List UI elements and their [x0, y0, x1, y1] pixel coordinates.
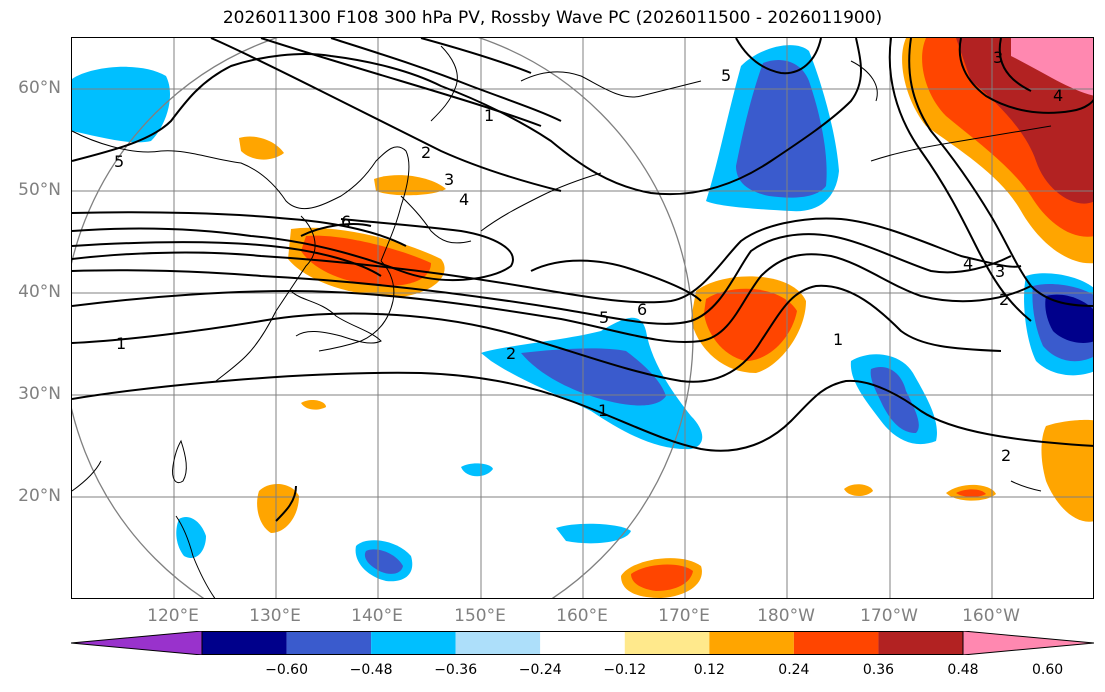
colorbar-segment — [286, 631, 372, 655]
negative-area-philippines — [176, 516, 206, 559]
colorbar-tick-label: −0.36 — [434, 662, 478, 678]
positive-anomaly-areas — [239, 38, 1093, 598]
lon-label-180w: 180°W — [757, 606, 815, 626]
distance-circle — [72, 38, 694, 598]
colorbar-tick-label: −0.12 — [603, 662, 647, 678]
colorbar-segment — [624, 631, 710, 655]
colorbar-segment — [455, 631, 541, 655]
map-canvas: 1 2 3 4 5 6 1 2 3 4 5 6 1 2 5 1 2 3 4 — [72, 38, 1093, 598]
map-title: 2026011300 F108 300 hPa PV, Rossby Wave … — [222, 8, 883, 28]
positive-area-manchuria — [239, 136, 284, 160]
lon-label-120e: 120°E — [147, 606, 199, 626]
colorbar-tick-label: 0.60 — [1031, 662, 1064, 678]
lon-label-160w: 160°W — [962, 606, 1020, 626]
negative-area-south-140e-core — [364, 549, 403, 574]
contour-label: 6 — [341, 212, 351, 231]
contour-label: 5 — [599, 308, 609, 327]
contour-label: 6 — [637, 300, 647, 319]
positive-area-alaska-pink — [1011, 38, 1093, 96]
contour-label: 4 — [1053, 86, 1063, 105]
colorbar-tick-label: 0.48 — [947, 662, 979, 678]
colorbar-tick-label: −0.24 — [518, 662, 562, 678]
lat-label-50n: 50°N — [18, 180, 61, 200]
positive-area-small-4 — [956, 489, 986, 497]
negative-anomaly-areas — [72, 45, 1093, 582]
positive-area-east — [1041, 419, 1093, 522]
contour-label: 1 — [484, 106, 494, 125]
lon-label-150e: 150°E — [454, 606, 506, 626]
negative-area-siberia — [72, 66, 171, 143]
negative-area-east-dark — [1045, 294, 1093, 343]
colorbar-tick-label: −0.48 — [349, 662, 393, 678]
positive-area-japan-core — [301, 235, 431, 287]
contour-label: 1 — [833, 330, 843, 349]
contour-label: 5 — [721, 66, 731, 85]
negative-area-small-2 — [556, 523, 631, 544]
colorbar-tick-label: 0.24 — [778, 662, 810, 678]
contour-label: 3 — [995, 262, 1005, 281]
contour-label: 1 — [116, 334, 126, 353]
colorbar-outline — [201, 631, 964, 655]
lat-label-40n: 40°N — [18, 282, 61, 302]
contour-label: 2 — [506, 344, 516, 363]
contour-label: 3 — [444, 170, 454, 189]
lon-label-130e: 130°E — [249, 606, 301, 626]
lon-label-140e: 140°E — [351, 606, 403, 626]
colorbar-extend-max — [962, 631, 1094, 655]
lon-label-160e: 160°E — [556, 606, 608, 626]
lat-label-20n: 20°N — [18, 486, 61, 506]
contour-label: 1 — [598, 401, 608, 420]
colorbar-tick-label: 0.36 — [862, 662, 895, 678]
gridlines — [72, 38, 1093, 598]
negative-area-central-core — [521, 348, 666, 406]
positive-area-south-165e-core — [631, 564, 693, 591]
map-panel[interactable]: 1 2 3 4 5 6 1 2 3 4 5 6 1 2 5 1 2 3 4 — [71, 37, 1094, 599]
contour-label: 5 — [114, 152, 124, 171]
colorbar-tick-label: −0.60 — [265, 662, 308, 678]
contour-label: 4 — [963, 254, 973, 273]
negative-area-hawaii-north-core — [870, 367, 919, 433]
colorbar-extend-min — [71, 631, 203, 655]
positive-area-sakhalin — [374, 175, 446, 196]
colorbar-segment — [878, 631, 963, 655]
colorbar-segment — [709, 631, 794, 655]
contour-label: 4 — [459, 190, 469, 209]
lon-label-170w: 170°W — [860, 606, 918, 626]
positive-area-small-1 — [301, 400, 326, 410]
colorbar-segment — [202, 631, 287, 655]
negative-area-north-pacific-core — [736, 60, 827, 198]
lon-label-170e: 170°E — [658, 606, 710, 626]
colorbar-segment — [793, 631, 879, 655]
contour-labels: 1 2 3 4 5 6 1 2 3 4 5 6 1 2 5 1 2 3 4 — [114, 48, 1063, 465]
lat-label-30n: 30°N — [18, 384, 61, 404]
contour-label: 2 — [999, 290, 1009, 309]
contour-label: 2 — [421, 143, 431, 162]
positive-area-taiwan — [257, 484, 299, 533]
colorbar-tick-label: 0.12 — [693, 662, 725, 678]
colorbar-segment — [371, 631, 456, 655]
contour-label: 3 — [993, 48, 1003, 67]
coastlines — [72, 45, 1052, 598]
pv-contours — [72, 38, 1093, 522]
colorbar — [71, 631, 1094, 655]
positive-area-small-2 — [844, 484, 873, 497]
lat-label-60n: 60°N — [18, 78, 61, 98]
positive-area-dateline-core — [704, 288, 797, 361]
negative-area-small-1 — [461, 463, 493, 477]
colorbar-segment — [540, 631, 625, 655]
contour-label: 2 — [1001, 446, 1011, 465]
